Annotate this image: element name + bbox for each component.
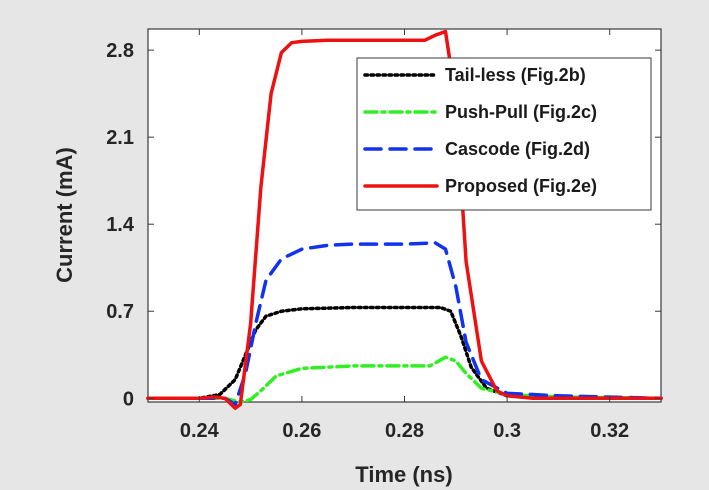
y-axis-label: Current (mA) bbox=[52, 147, 77, 283]
x-axis-label: Time (ns) bbox=[355, 462, 452, 487]
legend-label: Proposed (Fig.2e) bbox=[445, 176, 597, 196]
legend-label: Push-Pull (Fig.2c) bbox=[445, 102, 597, 122]
y-tick-label: 0 bbox=[123, 388, 134, 410]
legend: Tail-less (Fig.2b) Push-Pull (Fig.2c) Casc… bbox=[356, 57, 652, 211]
ticks-layer: 0.24 0.26 0.28 0.3 0.32 0 0.7 1.4 2.1 2.8 bbox=[106, 29, 661, 442]
x-tick-label: 0.26 bbox=[282, 420, 321, 442]
legend-label: Tail-less (Fig.2b) bbox=[445, 65, 586, 85]
x-tick-label: 0.3 bbox=[493, 420, 521, 442]
series-layer bbox=[146, 29, 663, 410]
y-tick-label: 1.4 bbox=[106, 214, 135, 236]
y-tick-label: 2.8 bbox=[106, 40, 134, 62]
legend-label: Cascode (Fig.2d) bbox=[445, 139, 590, 159]
x-tick-label: 0.28 bbox=[385, 420, 424, 442]
series-line-3 bbox=[146, 29, 663, 410]
y-tick-label: 0.7 bbox=[106, 301, 134, 323]
x-tick-label: 0.24 bbox=[180, 420, 220, 442]
x-tick-label: 0.32 bbox=[590, 420, 629, 442]
y-tick-label: 2.1 bbox=[106, 127, 134, 149]
series-line-2 bbox=[146, 241, 663, 407]
